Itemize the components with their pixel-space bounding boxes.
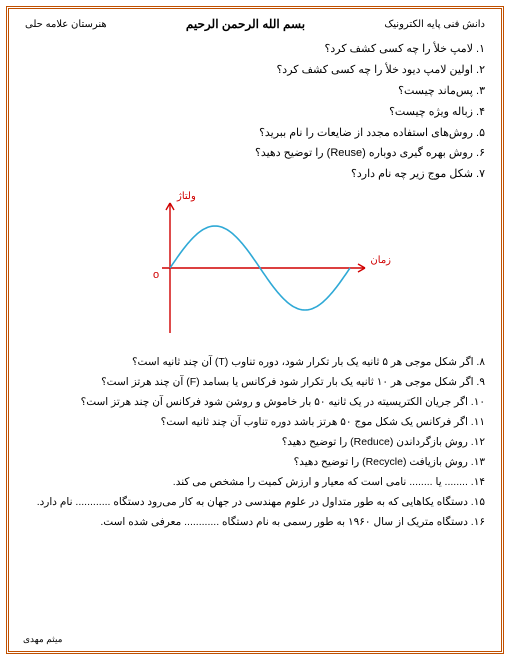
sine-svg <box>115 193 395 343</box>
q5: ۵. روش‌های استفاده مجدد از ضایعات را نام… <box>25 123 485 144</box>
q3: ۳. پس‌ماند چیست؟ <box>25 81 485 102</box>
q2: ۲. اولین لامپ دیود خلأ را چه کسی کشف کرد… <box>25 60 485 81</box>
q12: ۱۲. روش بازگرداندن (Reduce) را توضیح دهی… <box>25 433 485 453</box>
sine-chart: ولتاژ زمان o <box>25 193 485 343</box>
q9: ۹. اگر شکل موجی هر ۱۰ ثانیه یک بار تکرار… <box>25 373 485 393</box>
q4: ۴. زباله ویژه چیست؟ <box>25 102 485 123</box>
q10: ۱۰. اگر جریان الکتریسیته در یک ثانیه ۵۰ … <box>25 393 485 413</box>
questions-top: ۱. لامپ خلأ را چه کسی کشف کرد؟ ۲. اولین … <box>25 39 485 185</box>
q11: ۱۱. اگر فرکانس یک شکل موج ۵۰ هرتز باشد د… <box>25 413 485 433</box>
q7: ۷. شکل موج زیر چه نام دارد؟ <box>25 164 485 185</box>
header-center: بسم الله الرحمن الرحیم <box>186 17 305 31</box>
questions-bottom: ۸. اگر شکل موجی هر ۵ ثانیه یک بار تکرار … <box>25 353 485 532</box>
q16: ۱۶. دستگاه متریک از سال ۱۹۶۰ به طور رسمی… <box>25 513 485 533</box>
q6: ۶. روش بهره گیری دوباره (Reuse) را توضیح… <box>25 143 485 164</box>
origin-label: o <box>153 269 159 281</box>
q14: ۱۴. ........ یا ........ نامی است که معی… <box>25 473 485 493</box>
header-left: هنرستان علامه حلی <box>25 19 107 30</box>
q1: ۱. لامپ خلأ را چه کسی کشف کرد؟ <box>25 39 485 60</box>
q13: ۱۳. روش بازیافت (Recycle) را توضیح دهید؟ <box>25 453 485 473</box>
y-axis-label: ولتاژ <box>177 191 196 202</box>
x-axis-label: زمان <box>370 255 391 266</box>
q8: ۸. اگر شکل موجی هر ۵ ثانیه یک بار تکرار … <box>25 353 485 373</box>
footer-author: میثم مهدی <box>23 634 62 645</box>
q15: ۱۵. دستگاه یکاهایی که به طور متداول در ع… <box>25 493 485 513</box>
header-right: دانش فنی پایه الکترونیک <box>384 19 485 30</box>
